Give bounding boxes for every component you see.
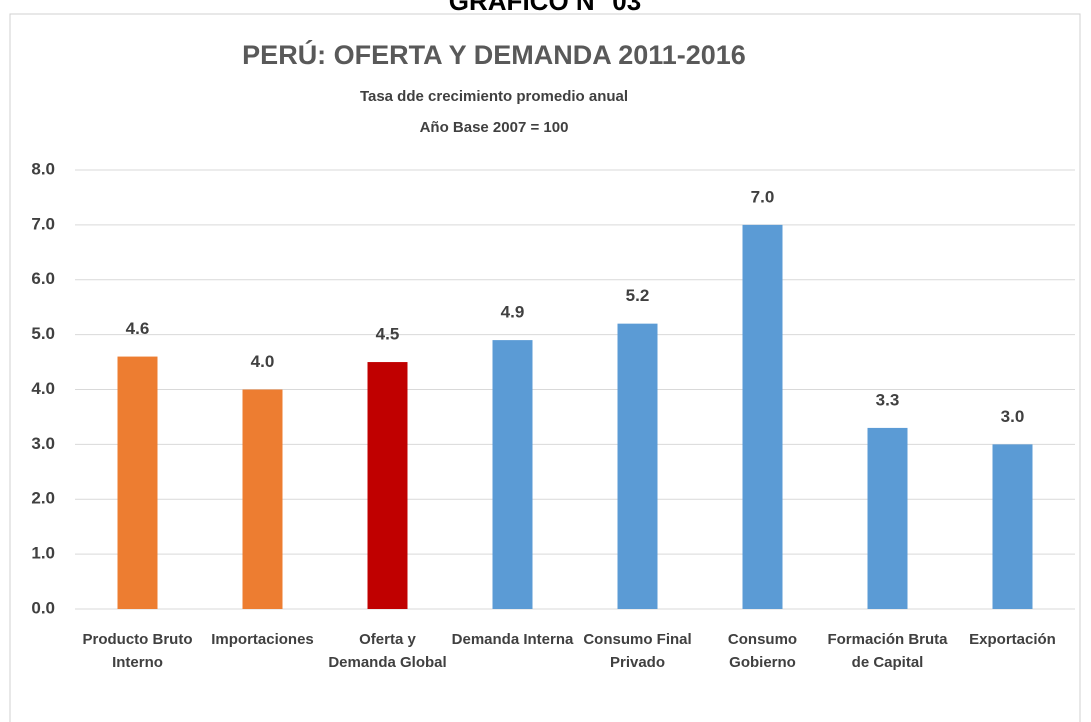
y-tick-label: 1.0 (31, 544, 55, 563)
x-tick-label: Producto Bruto Interno (82, 631, 193, 671)
x-tick-label: Exportación (969, 631, 1056, 648)
value-label: 3.0 (1001, 407, 1025, 426)
x-tick-label: Formación Bruta de Capital (827, 631, 948, 671)
chart-subtitle: Año Base 2007 = 100 (420, 119, 569, 136)
y-tick-label: 5.0 (31, 324, 55, 343)
bar (742, 224, 783, 609)
heading: GRÁFICO N° 03 (449, 0, 641, 16)
x-tick-label: Consumo Final Privado (583, 631, 692, 671)
value-label: 4.9 (501, 303, 525, 322)
y-tick-label: 8.0 (31, 159, 55, 178)
x-tick-label: Oferta y Demanda Global (328, 631, 447, 671)
value-label: 5.2 (626, 286, 650, 305)
y-tick-label: 7.0 (31, 214, 55, 233)
x-tick-label: Importaciones (211, 631, 314, 648)
bar (242, 389, 283, 609)
chart-frame (9, 13, 1081, 722)
chart-subtitle: Tasa dde crecimiento promedio anual (360, 88, 628, 105)
x-tick-label: Demanda Interna (451, 631, 574, 648)
bar (367, 362, 408, 609)
value-label: 4.5 (376, 325, 400, 344)
bar (492, 340, 533, 609)
chart-title: PERÚ: OFERTA Y DEMANDA 2011-2016 (242, 39, 746, 70)
value-label: 3.3 (876, 390, 900, 409)
y-tick-label: 3.0 (31, 434, 55, 453)
value-label: 4.0 (251, 352, 275, 371)
y-tick-label: 0.0 (31, 598, 55, 617)
x-tick-label: Consumo Gobierno (727, 631, 798, 671)
y-tick-label: 2.0 (31, 489, 55, 508)
value-label: 7.0 (751, 187, 775, 206)
bar (617, 323, 658, 609)
y-tick-label: 4.0 (31, 379, 55, 398)
value-label: 4.6 (126, 319, 150, 338)
bar (117, 356, 158, 609)
bar (992, 444, 1033, 609)
bar (867, 427, 908, 609)
y-tick-label: 6.0 (31, 269, 55, 288)
